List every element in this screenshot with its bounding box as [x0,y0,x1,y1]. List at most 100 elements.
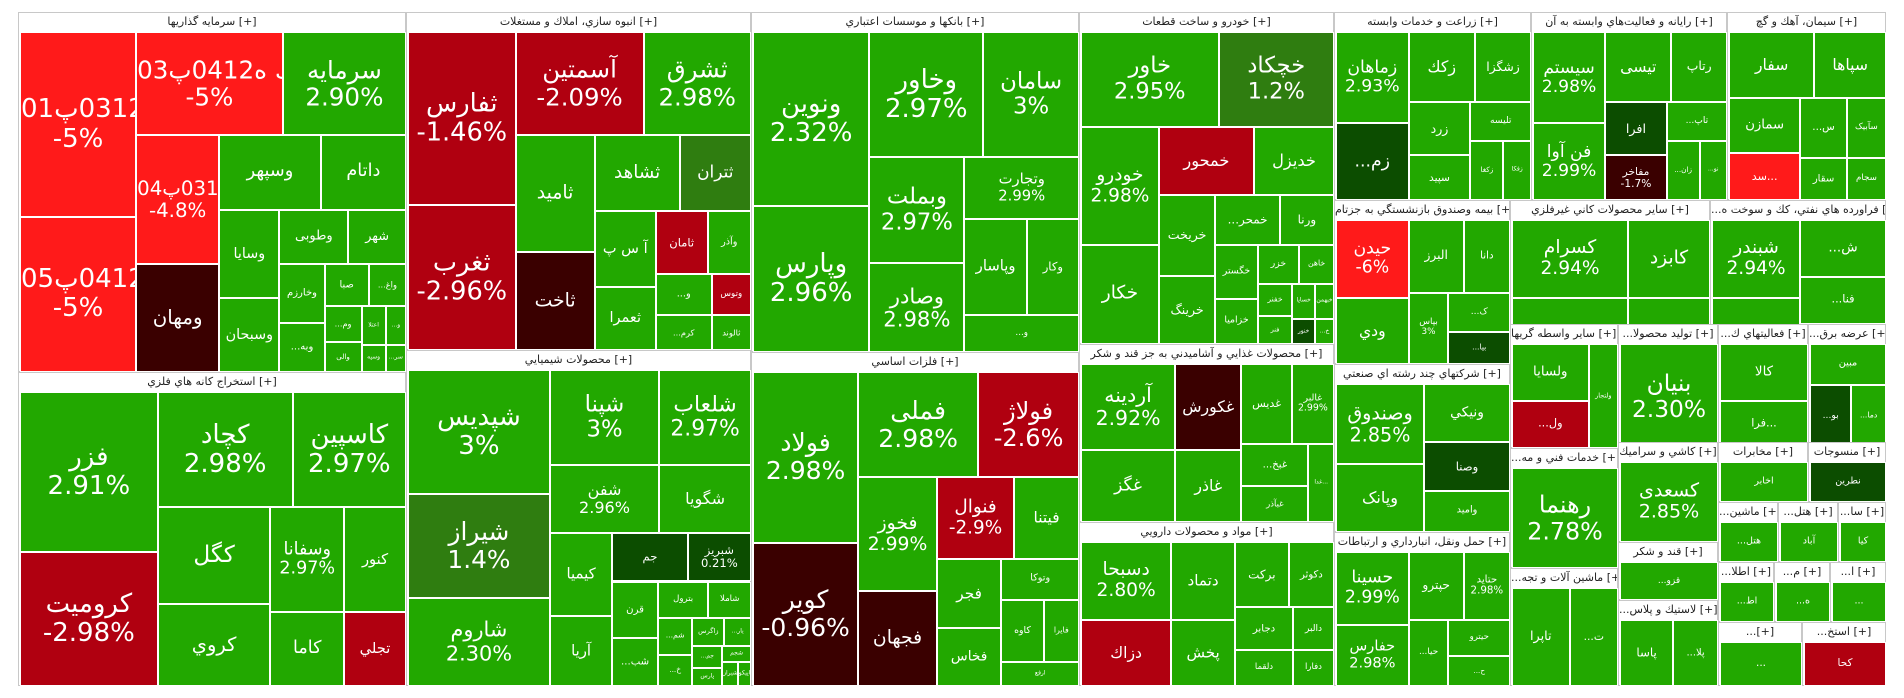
stock-tile[interactable]: ...و [655,274,712,316]
stock-tile[interactable]: سیستم 2.98% [1533,32,1606,124]
stock-tile[interactable]: فن آوا 2.99% [1533,123,1606,200]
stock-tile[interactable]: ...یار [724,617,751,647]
stock-tile[interactable]: ...س [1800,97,1847,158]
stock-tile[interactable]: فولاژ -2.6% [978,372,1079,478]
stock-tile[interactable]: ...زان [1666,140,1700,200]
stock-tile[interactable]: کاسپین 2.97% [292,392,406,508]
stock-tile[interactable]: شهر [348,209,406,265]
stock-tile[interactable]: ...تاپ [1666,102,1727,141]
stock-tile[interactable]: خگستر [1215,244,1258,299]
stock-tile[interactable]: وخاور 2.97% [869,32,984,158]
stock-tile[interactable]: ثاخت [515,251,595,350]
stock-tile[interactable]: وصنا [1424,442,1510,491]
stock-tile[interactable]: خرینگ [1158,275,1216,344]
stock-tile[interactable]: دکوثر [1288,542,1334,608]
stock-tile[interactable]: شگویا [659,465,751,533]
stock-tile[interactable]: ومهان [136,263,220,372]
stock-tile[interactable]: وبملت 2.97% [869,157,965,264]
sector-title[interactable]: ...هتل [+] [1779,503,1837,521]
sector-title[interactable]: ...ا [+] [1831,563,1885,581]
stock-tile[interactable]: وسفانا 2.97% [270,507,345,612]
stock-tile[interactable]: دلقما [1234,650,1294,686]
stock-tile[interactable]: زرد [1408,102,1471,156]
stock-tile[interactable]: وتوس [711,274,751,316]
stock-tile[interactable]: غکورش [1175,364,1242,450]
stock-tile[interactable]: تاپیکو [737,661,751,686]
stock-tile[interactable]: ...ک [1448,292,1510,332]
stock-tile[interactable]: وامید [1424,490,1510,532]
stock-tile[interactable]: فرا... [1720,400,1808,448]
stock-tile[interactable]: شبریز 0.21% [687,532,751,582]
stock-tile[interactable]: شاروم 2.30% [408,598,550,686]
stock-tile[interactable]: غدا... [1308,443,1334,522]
stock-tile[interactable]: ...ح [1448,655,1510,686]
stock-tile[interactable]: وسبحان [219,297,280,372]
sector-title[interactable]: ...عرضه برق [+] [1809,325,1885,343]
stock-tile[interactable]: ...خ [1314,319,1334,344]
stock-tile[interactable]: سپاها [1814,32,1886,98]
sector-title[interactable]: زراعت و خدمات وابسته [+] [1335,13,1530,31]
sector-title[interactable]: مواد و محصولات دارويي [+] [1080,523,1333,541]
sector-title[interactable]: ...اطلا [+] [1719,563,1773,581]
stock-tile[interactable]: حتاید 2.98% [1463,552,1510,620]
stock-tile[interactable]: وطوبی [279,209,349,265]
stock-tile[interactable]: ...شم [657,617,693,655]
stock-tile[interactable]: خاور 2.95% [1081,32,1219,127]
sector-title[interactable]: خودرو و ساخت قطعات [+] [1080,13,1333,31]
stock-tile[interactable]: شیراز [722,661,738,686]
stock-tile[interactable]: ونوين 2.32% [753,32,870,206]
stock-tile[interactable]: سد... [1729,153,1801,200]
stock-tile[interactable]: وسایا [219,209,280,298]
sector-title[interactable]: انبوه سازي، املاك و مستغلات [+] [407,13,750,31]
stock-tile[interactable]: ... [1832,582,1886,622]
stock-tile[interactable]: ثشاهد [594,134,680,212]
stock-tile[interactable]: ...ه [1776,582,1830,622]
stock-tile[interactable]: ...اط [1720,582,1774,622]
stock-tile[interactable]: حفارس 2.98% [1336,624,1409,686]
stock-tile[interactable]: کابزد [1628,220,1710,299]
stock-tile[interactable]: کوير -0.96% [753,542,859,686]
stock-tile[interactable]: ونیکي [1424,384,1510,443]
stock-tile[interactable]: خزامیا [1215,298,1258,344]
stock-tile[interactable]: ...خ [657,654,693,686]
stock-tile[interactable]: فملی 2.98% [858,372,979,478]
sector-title[interactable]: قند و شكر [+] [1619,543,1717,561]
stock-tile[interactable]: ...شب [612,638,658,686]
stock-tile[interactable]: ...ول [1512,400,1589,448]
sector-title[interactable]: بانكها و موسسات اعتباري [+] [752,13,1078,31]
sector-title[interactable]: ...م [+] [1775,563,1829,581]
stock-tile[interactable]: دفارا [1293,650,1334,686]
stock-tile[interactable]: سجام [1846,157,1886,200]
stock-tile[interactable]: کاوه [1001,599,1044,663]
stock-tile[interactable]: خودرو 2.98% [1081,126,1159,245]
stock-tile[interactable]: پاسا [1620,620,1674,686]
sector-title[interactable]: سرمايه گذاريها [+] [19,13,405,31]
stock-tile[interactable]: سك ه0312پ04-4.8% [136,135,220,264]
stock-tile[interactable]: حسینا 2.99% [1336,552,1409,625]
stock-tile[interactable]: تجلي [344,611,406,686]
stock-tile[interactable]: زشگزا [1475,32,1531,103]
stock-tile[interactable]: ثامان [655,211,708,275]
stock-tile[interactable]: اعتلا [361,306,386,345]
stock-tile[interactable]: شلعاب 2.97% [659,370,751,466]
stock-tile[interactable]: سامان 3% [983,32,1079,158]
sector-title[interactable]: ساير محصولات كاني غيرفلزي [+] [1511,201,1709,219]
stock-tile[interactable]: خساپا [1292,283,1315,320]
stock-tile[interactable]: خكار [1081,244,1159,344]
stock-tile[interactable]: کروميت -2.98% [20,551,158,686]
stock-tile[interactable]: ...نو [1699,140,1727,200]
sector-title[interactable]: ...فراورده هاي نفتي، كك و سوخت ه [+] [1711,201,1885,219]
sector-title[interactable]: ساير واسطه گريها [+]... [1511,325,1617,343]
stock-tile[interactable]: شپنا 3% [549,370,660,466]
stock-tile[interactable]: فجر [936,559,1002,629]
stock-tile[interactable]: شپدیس 3% [408,370,550,495]
sector-title[interactable]: منسوجات [+] [1809,443,1885,461]
stock-tile[interactable]: ثعمرا [594,286,656,350]
stock-tile[interactable]: ...وبه [279,322,325,372]
stock-tile[interactable]: ...زم [1336,123,1409,200]
stock-tile[interactable]: کسعدی 2.85% [1620,462,1718,542]
stock-tile[interactable]: ...قزو [1620,562,1718,600]
stock-tile[interactable]: آسمتین -2.09% [515,32,644,135]
stock-tile[interactable]: خمحور [1158,126,1255,195]
stock-tile[interactable]: جم [612,532,688,582]
